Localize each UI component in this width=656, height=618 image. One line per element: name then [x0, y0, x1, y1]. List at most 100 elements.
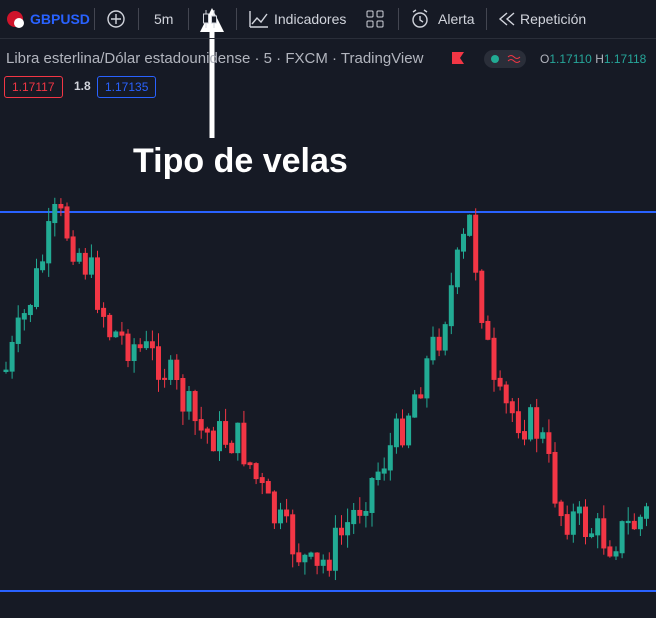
candle-body — [448, 285, 454, 327]
flag-icon — [7, 11, 24, 28]
candle-body — [27, 304, 33, 316]
separator — [94, 8, 95, 30]
candle-body — [326, 559, 332, 571]
candle-body — [284, 509, 290, 517]
candle-body — [637, 516, 643, 530]
annotation: Tipo de velas — [133, 142, 348, 180]
candle-body — [430, 336, 436, 361]
candle-body — [558, 501, 564, 517]
candle-body — [400, 418, 405, 446]
separator — [188, 8, 189, 30]
indicators-icon[interactable] — [248, 9, 270, 29]
candle-body — [625, 520, 631, 524]
candle-body — [101, 307, 107, 317]
candle-body — [607, 546, 613, 557]
candle-body — [70, 236, 76, 262]
candle-body — [259, 477, 265, 484]
open-label: O — [540, 52, 550, 66]
candle-body — [174, 359, 180, 381]
toolbar: GBPUSD 5m Indicadores Alerta Repetición — [0, 0, 656, 39]
candle-body — [64, 206, 70, 239]
candle-body — [564, 514, 570, 535]
candle-body — [522, 431, 527, 440]
candle-body — [619, 521, 625, 554]
candle-body — [9, 341, 15, 372]
candle-body — [509, 401, 515, 414]
candle-body — [308, 552, 314, 557]
candle-body — [473, 214, 479, 273]
candle-body — [534, 407, 540, 439]
candle-body — [491, 337, 497, 380]
candle-body — [15, 317, 21, 344]
candle-body — [515, 411, 521, 434]
candle-body — [339, 527, 344, 536]
candle-body — [503, 384, 509, 404]
indicators-button[interactable]: Indicadores — [274, 11, 347, 27]
candle-body — [375, 471, 381, 481]
buy-price[interactable]: 1.17135 — [97, 76, 157, 98]
layout-icon[interactable] — [366, 10, 384, 28]
high-value: 1.17118 — [603, 52, 647, 66]
candle-body — [631, 520, 637, 530]
candle-body — [131, 344, 137, 362]
replay-button[interactable]: Repetición — [520, 11, 587, 27]
candle-body — [143, 341, 149, 349]
candle-body — [552, 451, 558, 504]
candle-body — [235, 422, 241, 454]
candle-body — [76, 252, 82, 262]
candle-body — [192, 391, 198, 422]
candle-body — [278, 509, 283, 524]
candle-body — [3, 369, 9, 372]
alert-button[interactable]: Alerta — [438, 11, 475, 27]
candle-body — [34, 268, 39, 307]
separator — [398, 8, 399, 30]
market-status — [484, 50, 526, 68]
symbol[interactable]: GBPUSD — [30, 11, 90, 27]
separator — [236, 8, 237, 30]
candle-body — [149, 341, 155, 349]
candles — [3, 197, 649, 581]
add-icon[interactable] — [106, 9, 126, 29]
high-label: H — [595, 52, 604, 66]
candle-body — [217, 421, 222, 452]
candle-body — [332, 527, 338, 571]
flag-marker — [452, 52, 464, 64]
candle-body — [290, 514, 296, 555]
candle-body — [369, 478, 375, 513]
legend-title: Libra esterlina/Dólar estadounidense · 5… — [6, 50, 424, 67]
candle-body — [393, 418, 399, 448]
candle-body — [95, 257, 100, 310]
candle-body — [351, 509, 357, 525]
ohlc: O1.17110 H1.17118 — [540, 52, 646, 66]
candle-body — [467, 214, 473, 236]
candle-body — [296, 552, 302, 563]
candle-body — [381, 468, 387, 474]
candle-body — [345, 522, 351, 536]
candle-body — [583, 506, 588, 538]
candle-body — [387, 445, 393, 471]
replay-icon[interactable] — [498, 10, 516, 28]
candle-body — [137, 344, 143, 349]
candle-body — [88, 257, 94, 275]
candle-type-icon[interactable] — [200, 8, 220, 30]
alert-icon[interactable] — [410, 8, 432, 30]
candle-body — [125, 333, 131, 362]
candle-body — [82, 252, 88, 275]
sell-price[interactable]: 1.17117 — [4, 76, 63, 98]
candle-body — [436, 336, 442, 351]
candle-body — [241, 422, 247, 465]
candle-body — [247, 462, 253, 466]
candle-body — [497, 377, 503, 387]
candle-body — [314, 552, 320, 566]
candle-body — [46, 221, 52, 264]
candle-body — [107, 314, 113, 338]
interval[interactable]: 5m — [154, 11, 174, 27]
candle-body — [52, 204, 58, 224]
candle-body — [357, 509, 363, 516]
candle-body — [180, 378, 186, 412]
candle-body — [613, 551, 619, 557]
candle-body — [528, 407, 534, 440]
candle-body — [271, 491, 277, 524]
candle-body — [461, 233, 466, 252]
candle-body — [485, 320, 491, 340]
